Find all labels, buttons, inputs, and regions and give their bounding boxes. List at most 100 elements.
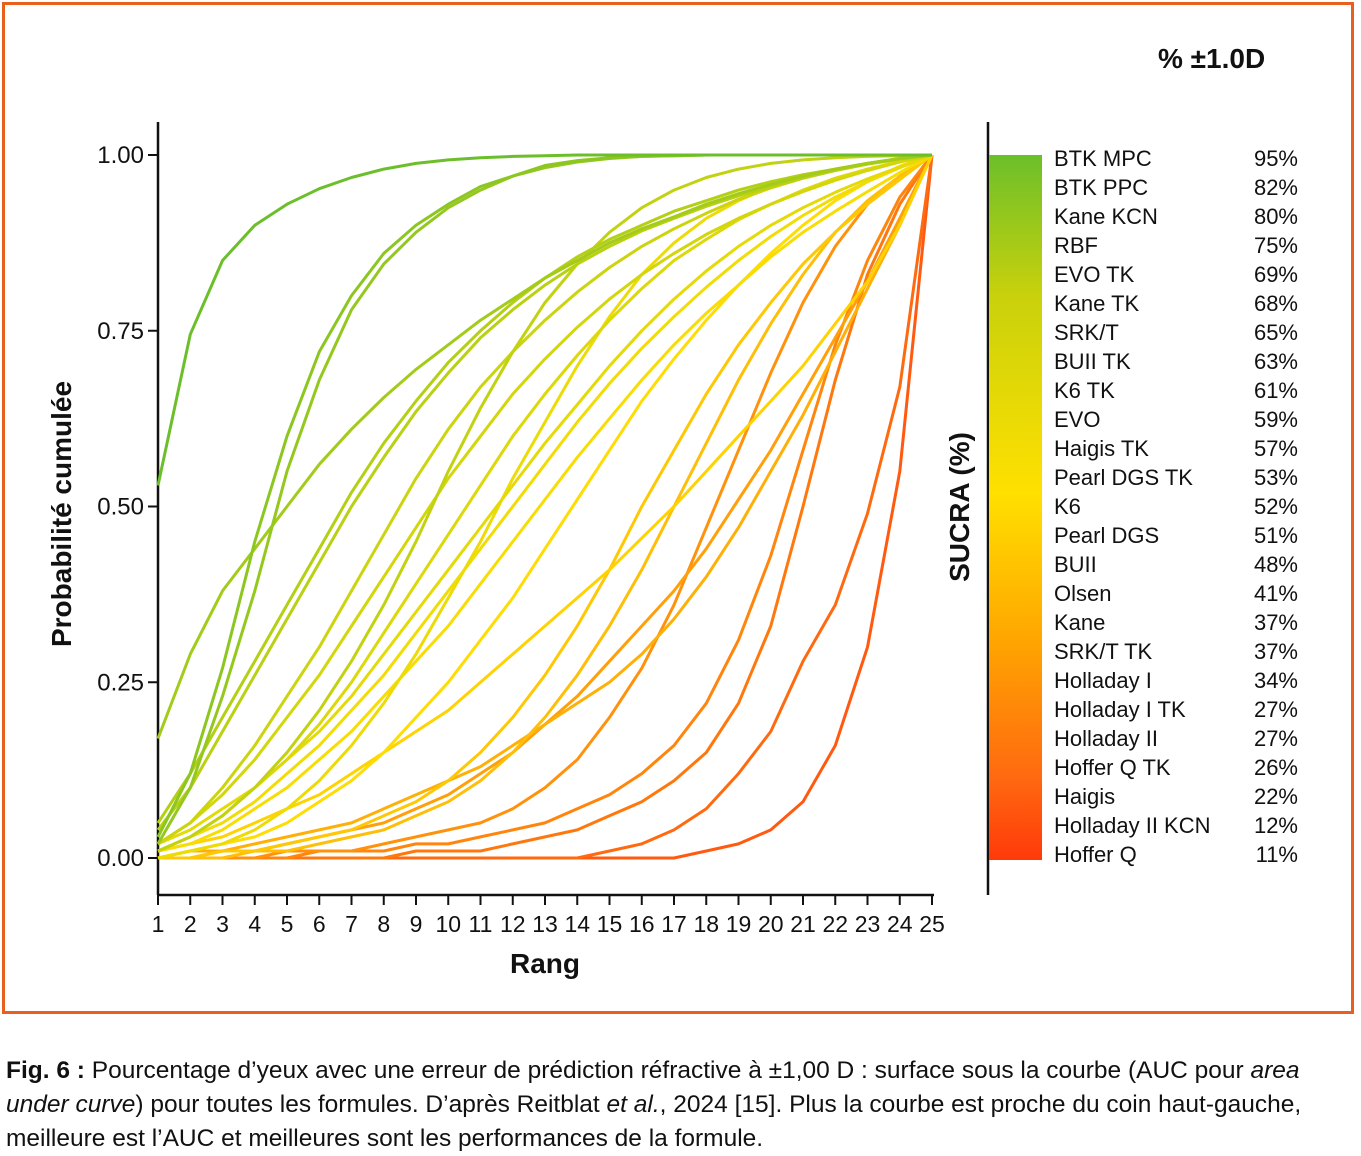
legend-item-value: 51% (1254, 523, 1298, 548)
x-tick-label: 18 (693, 911, 719, 937)
legend-item-name: Kane KCN (1054, 204, 1158, 229)
caption-text-1: Pourcentage d’yeux avec une erreur de pr… (84, 1057, 1251, 1084)
caption-text-2: ) pour toutes les formules. D’après Reit… (135, 1091, 607, 1118)
legend-item-value: 95% (1254, 146, 1298, 171)
x-tick-label: 3 (216, 911, 229, 937)
y-tick-label: 0.25 (97, 669, 144, 696)
x-tick-label: 8 (377, 911, 390, 937)
x-tick-label: 19 (726, 911, 752, 937)
series-line (156, 153, 933, 831)
caption-italic-1: area under curve (6, 1057, 1300, 1118)
legend-item-value: 61% (1254, 378, 1298, 403)
legend-item-value: 11% (1256, 842, 1298, 867)
x-axis-title: Rang (510, 948, 580, 979)
legend-item-name: BTK MPC (1054, 146, 1152, 171)
series-line (157, 153, 933, 853)
legend-item-name: BTK PPC (1054, 175, 1148, 200)
x-tick-label: 11 (469, 911, 493, 937)
x-tick-label: 5 (281, 911, 294, 937)
y-tick-label: 0.50 (97, 494, 144, 521)
series-line (158, 154, 934, 860)
legend-item-value: 75% (1254, 233, 1298, 258)
x-tick-label: 16 (629, 911, 655, 937)
x-tick-label: 21 (790, 911, 816, 937)
series-line (156, 153, 933, 740)
legend-item-value: 82% (1254, 175, 1298, 200)
legend-item-value: 12% (1254, 813, 1298, 838)
x-tick-label: 12 (500, 911, 526, 937)
x-tick-label: 7 (345, 911, 358, 937)
legend-item-value: 26% (1254, 755, 1298, 780)
legend-list: BTK MPC 95% BTK PPC 82% Kane KCN 80% RBF 75% EVO… (1054, 146, 1298, 867)
caption-text-3: , 2024 [15]. Plus la courbe est proche d… (6, 1091, 1302, 1152)
x-tick-label: 20 (758, 911, 784, 937)
legend-item-value: 48% (1254, 552, 1298, 577)
legend-item-value: 27% (1254, 726, 1298, 751)
x-tick-label: 23 (855, 911, 881, 937)
x-tick-label: 24 (887, 911, 913, 937)
figure-caption: Fig. 6 : Pourcentage d’yeux avec une err… (6, 1054, 1358, 1156)
legend-item-name: Kane (1054, 610, 1105, 635)
legend-item-name: Holladay I TK (1054, 697, 1186, 722)
legend-item-name: EVO TK (1054, 262, 1135, 287)
legend-item-name: K6 TK (1054, 378, 1115, 403)
legend-item-value: 41% (1254, 581, 1298, 606)
figure-frame (2, 2, 1354, 1014)
y-tick-label: 0.75 (97, 318, 144, 345)
series-line (158, 154, 934, 860)
legend-item-value: 53% (1254, 465, 1298, 490)
x-tick-label: 10 (435, 911, 461, 937)
y-tick-label: 1.00 (97, 142, 144, 169)
series-line (158, 154, 934, 860)
series-line (158, 154, 934, 860)
x-tick-label: 6 (313, 911, 326, 937)
legend-item-name: SRK/T TK (1054, 639, 1153, 664)
legend-item-name: EVO (1054, 407, 1100, 432)
x-tick-label: 22 (822, 911, 848, 937)
series-line (157, 153, 933, 860)
x-tick-label: 4 (248, 911, 261, 937)
y-ticks: 0.00 0.25 0.50 0.75 1.00 (97, 142, 158, 872)
legend-item-name: BUII (1054, 552, 1097, 577)
legend-item-value: 68% (1254, 291, 1298, 316)
caption-italic-2: et al. (606, 1091, 660, 1118)
legend-item-value: 65% (1254, 320, 1298, 345)
x-tick-label: 9 (410, 911, 423, 937)
series-line (157, 153, 933, 860)
legend-item-value: 37% (1254, 610, 1298, 635)
legend-item-value: 22% (1254, 784, 1298, 809)
series-line (158, 153, 933, 860)
colorbar-title: SUCRA (%) (944, 432, 975, 582)
legend-item-name: Holladay I (1054, 668, 1152, 693)
series-line (157, 153, 933, 853)
legend-item-name: SRK/T (1054, 320, 1119, 345)
legend-item-name: K6 (1054, 494, 1081, 519)
legend-item-value: 69% (1254, 262, 1298, 287)
x-tick-label: 13 (532, 911, 558, 937)
legend-item-value: 59% (1254, 407, 1298, 432)
legend-item-name: Olsen (1054, 581, 1111, 606)
legend-item-value: 63% (1254, 349, 1298, 374)
series-line (158, 153, 933, 860)
x-tick-label: 25 (919, 911, 945, 937)
legend-item-name: Holladay II KCN (1054, 813, 1211, 838)
series-line (157, 153, 933, 846)
legend-item-value: 57% (1254, 436, 1298, 461)
series-line (157, 154, 934, 860)
legend-item-value: 37% (1254, 639, 1298, 664)
x-tick-label: 15 (597, 911, 623, 937)
header-title: % ±1.0D (1158, 43, 1265, 74)
series-line (157, 153, 933, 853)
legend-item-name: Hoffer Q TK (1054, 755, 1171, 780)
series-line (156, 153, 932, 486)
x-tick-label: 1 (152, 911, 165, 937)
chart: % ±1.0D 0.000.250.500.751.00 1 2 3 4 5 6 7 8 9 10… (46, 43, 1298, 979)
series-layer (156, 153, 934, 860)
x-tick-label: 14 (564, 911, 590, 937)
y-axis-title: Probabilité cumulée (46, 381, 77, 647)
caption-label: Fig. 6 : (6, 1057, 85, 1084)
legend-item-name: BUII TK (1054, 349, 1131, 374)
x-ticks: 1 2 3 4 5 6 7 8 9 10 11 12 13 14 15 16 17 18 19 20 21 22 23 24 2… (152, 895, 945, 937)
series-line (158, 153, 933, 860)
y-tick-label: 0.00 (97, 845, 144, 872)
